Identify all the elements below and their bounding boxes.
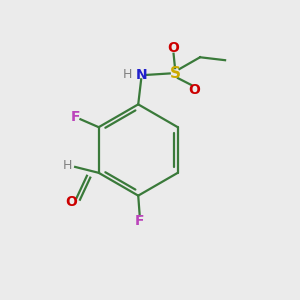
Text: S: S <box>169 66 181 81</box>
Text: O: O <box>168 41 179 56</box>
Text: O: O <box>65 195 77 209</box>
Text: H: H <box>63 159 73 172</box>
Text: H: H <box>123 68 133 81</box>
Text: O: O <box>188 82 200 97</box>
Text: F: F <box>70 110 80 124</box>
Text: N: N <box>135 68 147 82</box>
Text: F: F <box>135 214 144 228</box>
